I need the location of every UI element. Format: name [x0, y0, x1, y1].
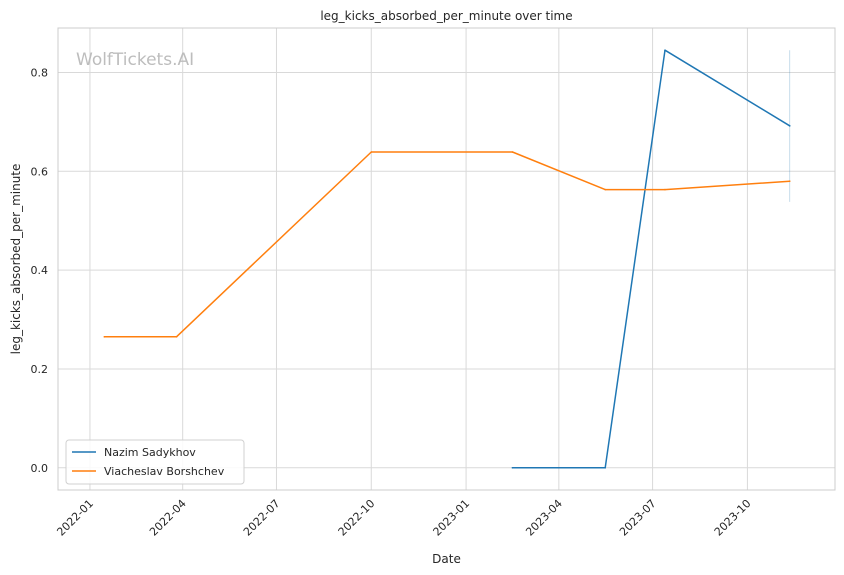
chart-title: leg_kicks_absorbed_per_minute over time: [320, 9, 572, 23]
data-point-1: [103, 336, 106, 338]
y-tick-label: 0.8: [31, 66, 49, 79]
series-layer: [103, 49, 791, 469]
plot-frame: [57, 27, 836, 491]
y-tick-label: 0.4: [31, 264, 49, 277]
data-point-0: [511, 466, 514, 469]
y-tick-label: 0.2: [31, 363, 49, 376]
legend-label-viacheslav: Viacheslav Borshchev: [104, 465, 225, 478]
y-tick-label: 0.0: [31, 462, 49, 475]
data-point-0: [664, 49, 666, 52]
data-point-1: [604, 188, 606, 191]
y-axis-label: leg_kicks_absorbed_per_minute: [9, 164, 23, 355]
watermark: WolfTickets.AI: [76, 50, 194, 70]
legend: Nazim Sadykhov Viacheslav Borshchev: [65, 439, 245, 485]
series-line-0: [511, 49, 791, 469]
data-point-1: [511, 151, 514, 153]
data-point-0: [788, 125, 791, 127]
x-axis-label: Date: [432, 552, 461, 566]
data-point-1: [175, 336, 178, 338]
legend-label-nazim: Nazim Sadykhov: [104, 446, 196, 459]
data-point-1: [664, 188, 666, 191]
data-point-1: [788, 180, 791, 182]
data-point-1: [370, 151, 373, 153]
legend-box: [65, 439, 245, 485]
grid: [58, 28, 835, 490]
y-tick-label: 0.6: [31, 165, 49, 178]
data-point-0: [604, 466, 606, 469]
